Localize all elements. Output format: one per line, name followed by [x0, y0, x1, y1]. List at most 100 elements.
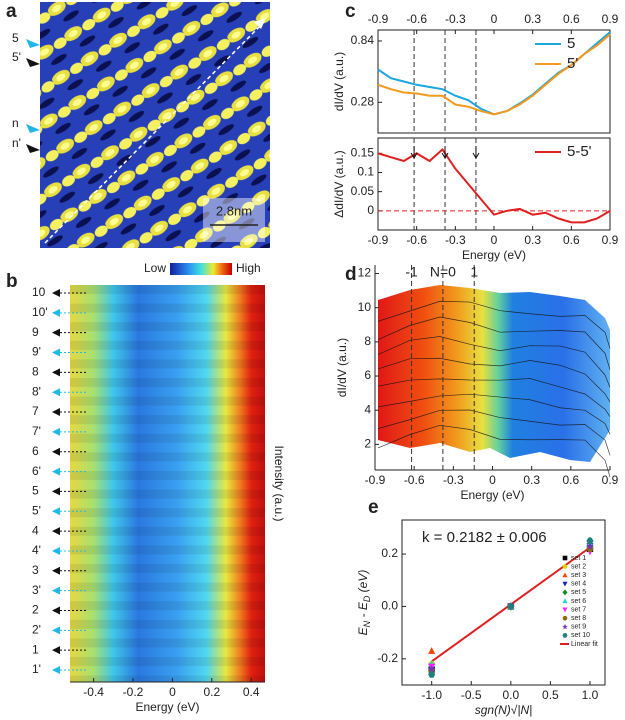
scale-bar-box	[203, 198, 265, 242]
row-arrow	[52, 308, 60, 317]
x-tick-label: -0.6	[406, 233, 427, 247]
stm-image	[40, 2, 270, 248]
data-point	[427, 665, 436, 673]
y-tick-label: 0.0	[381, 599, 398, 613]
row-label: 2	[32, 603, 39, 617]
x-tick-label: -0.9	[368, 12, 389, 26]
x-tick-label: 0	[491, 12, 498, 26]
legend-label: set 9	[571, 624, 586, 631]
x-tick-label: -0.9	[368, 233, 389, 247]
heatmap-stripes	[70, 285, 265, 682]
legend-label: set 10	[571, 632, 590, 639]
surface-contour	[377, 409, 611, 456]
legend-swatch	[562, 633, 568, 638]
y-tick-label: -0.2	[377, 651, 398, 665]
y-tick-label: 0.15	[351, 146, 375, 160]
y-tick-label: 0.28	[351, 94, 375, 108]
data-point	[586, 537, 594, 545]
row-label: 10'	[32, 305, 48, 319]
annotation: k = 0.2182 ± 0.006	[422, 529, 547, 546]
y-tick-label: 0.84	[351, 33, 375, 47]
y-tick-label: 12	[358, 266, 372, 280]
y-axis-label-part: D	[362, 595, 372, 602]
x-tick-label: 0.3	[523, 473, 540, 487]
y-axis-label: dI/dV (a.u.)	[335, 338, 349, 397]
data-point	[586, 542, 594, 550]
y-axis-label-part: (eV)	[356, 570, 370, 596]
vline-label: N=0	[430, 264, 456, 280]
row-marker-label: 5	[12, 31, 19, 45]
y-tick-label: 0.2	[381, 546, 398, 560]
x-tick-label: 0.9	[602, 12, 619, 26]
row-label: 7'	[32, 424, 41, 438]
row-label: 1	[32, 642, 39, 656]
row-arrow	[52, 408, 60, 417]
y-tick-label: 0	[367, 203, 374, 217]
y-tick-label: 0.1	[357, 165, 374, 179]
row-marker-label: 5'	[12, 50, 21, 64]
vline-label: 1	[470, 264, 478, 280]
row-arrow	[52, 328, 60, 337]
series-line	[377, 147, 611, 224]
x-tick-label: -0.6	[406, 12, 427, 26]
row-arrow	[52, 527, 60, 536]
x-axis-label: sgn(N)√|N|	[475, 703, 533, 717]
panel-label: d	[345, 264, 357, 285]
panel-label: b	[6, 271, 18, 292]
row-label: 10	[32, 285, 46, 299]
legend-swatch	[562, 623, 568, 630]
data-point	[507, 603, 515, 610]
y-tick-label: 4	[364, 402, 371, 416]
x-tick-label: -0.2	[123, 685, 144, 699]
x-tick-label: -0.3	[443, 473, 464, 487]
row-label: 7	[32, 404, 39, 418]
x-axis-label: Energy (eV)	[135, 700, 199, 714]
line-cut	[44, 23, 263, 244]
row-label: 6	[32, 444, 39, 458]
arrow-head	[254, 18, 266, 29]
series-line	[377, 33, 611, 116]
x-tick-label: 0.9	[602, 233, 619, 247]
panel-label: e	[368, 497, 379, 518]
x-tick-label: 1.0	[582, 688, 599, 702]
x-tick-label: 0	[169, 685, 176, 699]
x-tick-label: 0.0	[502, 688, 519, 702]
x-tick-label: -0.9	[365, 473, 386, 487]
row-arrow	[52, 646, 60, 655]
legend-label: set 8	[571, 615, 586, 622]
panel-label: c	[345, 1, 356, 22]
x-tick-label: 0.6	[562, 473, 579, 487]
y-axis-label-part: - E	[356, 601, 370, 621]
stm-topography	[40, 2, 270, 248]
x-tick-label: 0.2	[203, 685, 220, 699]
surface-contour	[377, 357, 611, 403]
legend-label: set 6	[571, 598, 586, 605]
legend-swatch	[562, 615, 568, 621]
row-marker-arrow	[26, 124, 40, 133]
legend-swatch	[562, 589, 568, 596]
row-label: 2'	[32, 622, 41, 636]
y-axis-label-part: E	[356, 626, 370, 635]
legend-swatch	[562, 564, 568, 569]
data-point	[428, 671, 436, 678]
data-point	[428, 647, 436, 654]
legend-label: 5-5'	[567, 143, 592, 160]
legend-swatch	[562, 555, 568, 561]
row-arrow	[52, 586, 60, 595]
x-tick-label: -0.3	[445, 12, 466, 26]
surface-contour	[377, 316, 611, 370]
legend-swatch	[562, 581, 568, 587]
row-marker-arrow	[26, 39, 40, 48]
y-axis-label: EN - ED (eV)	[356, 570, 372, 636]
row-arrow	[52, 546, 60, 555]
row-arrow	[52, 507, 60, 516]
y-axis-label-part: N	[362, 620, 372, 627]
legend-swatch	[562, 572, 568, 578]
x-axis-label: Energy (eV)	[460, 488, 524, 502]
row-arrow	[52, 368, 60, 377]
panel-label: a	[6, 1, 17, 22]
y-tick-label: 0.05	[351, 184, 375, 198]
row-arrow	[52, 427, 60, 436]
